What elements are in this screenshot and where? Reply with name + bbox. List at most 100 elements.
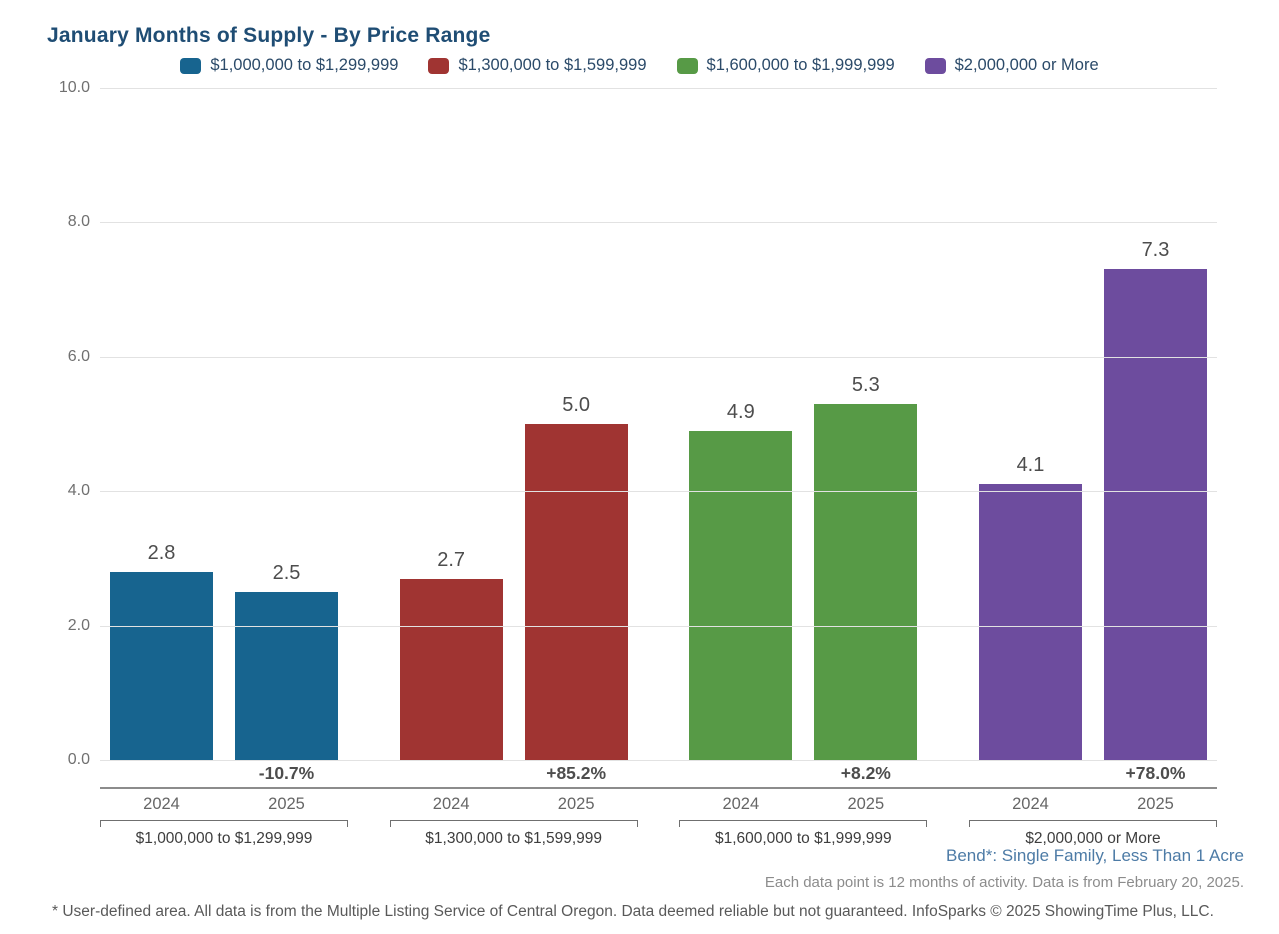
gridline-0.0 xyxy=(100,760,1217,761)
area-note: Bend*: Single Family, Less Than 1 Acre xyxy=(946,846,1244,865)
year-slot: 2024 2025 xyxy=(679,795,927,814)
percent-slot: +8.2% xyxy=(679,763,927,784)
legend-item-label: $1,300,000 to $1,599,999 xyxy=(458,56,647,74)
bar-2025-group-2[interactable] xyxy=(814,403,918,760)
percent-slot: -10.7% xyxy=(100,763,348,784)
percent-spacer xyxy=(110,763,213,784)
price-range-label: $1,600,000 to $1,999,999 xyxy=(714,830,892,847)
bar-column: 4.1 xyxy=(978,454,1082,760)
bar-value-label: 4.1 xyxy=(1016,454,1045,477)
legend-item-0[interactable]: $1,000,000 to $1,299,999 xyxy=(180,56,398,75)
legend-swatch-icon xyxy=(180,57,202,74)
bar-2024-group-3[interactable] xyxy=(978,484,1082,760)
bar-group-2: 4.9 5.3 xyxy=(679,374,927,760)
bar-column: 7.3 xyxy=(1103,239,1207,760)
year-slot: 2024 2025 xyxy=(969,795,1217,814)
chart-title: January Months of Supply - By Price Rang… xyxy=(47,24,491,47)
group-bracket xyxy=(968,820,1217,827)
bar-2025-group-0[interactable] xyxy=(235,592,338,760)
year-slot: 2024 2025 xyxy=(390,795,638,814)
y-axis-tick-label: 2.0 xyxy=(67,616,90,634)
price-range-label: $1,300,000 to $1,599,999 xyxy=(425,830,602,847)
year-label-row: 2024 2025 2024 2025 2024 2025 2024 2025 xyxy=(100,789,1217,820)
group-bracket xyxy=(679,820,928,827)
bar-group-0: 2.8 2.5 xyxy=(100,542,348,760)
y-axis-tick-label: 4.0 xyxy=(67,482,90,500)
bar-2025-group-1[interactable] xyxy=(524,424,628,760)
bar-column: 2.7 xyxy=(399,549,503,760)
bar-column: 2.8 xyxy=(110,542,213,760)
x-axis-year-label: 2024 xyxy=(143,795,180,813)
y-axis-tick-label: 10.0 xyxy=(58,79,90,96)
legend-item-label: $1,000,000 to $1,299,999 xyxy=(210,56,399,74)
group-bracket xyxy=(100,820,348,827)
x-axis-year-label: 2025 xyxy=(557,795,595,813)
legend-item-1[interactable]: $1,300,000 to $1,599,999 xyxy=(428,56,647,75)
y-axis-tick-label: 8.0 xyxy=(67,213,90,231)
percent-change-label: +8.2% xyxy=(840,763,891,783)
plot-area: 2.8 2.5 2.7 5.0 4.9 5.3 4.1 7.3 0.0 2.0 4.0 6.0 8.0… xyxy=(59,79,1217,768)
legend-item-2[interactable]: $1,600,000 to $1,999,999 xyxy=(676,56,895,75)
price-range-group-slot: $2,000,000 or More xyxy=(968,820,1217,848)
price-range-label: $2,000,000 or More xyxy=(1025,830,1161,847)
x-axis-year-label: 2024 xyxy=(1012,795,1049,813)
bar-2024-group-2[interactable] xyxy=(689,430,793,760)
percent-spacer xyxy=(400,763,503,784)
gridline-8.0 xyxy=(100,222,1217,224)
percent-spacer xyxy=(979,763,1082,784)
chart-notes: Bend*: Single Family, Less Than 1 Acre E… xyxy=(765,846,1244,891)
bar-value-label: 7.3 xyxy=(1141,239,1170,262)
legend: $1,000,000 to $1,299,999 $1,300,000 to $1… xyxy=(0,56,1279,75)
gridline-2.0 xyxy=(100,625,1217,627)
percent-change-label: +85.2% xyxy=(546,763,607,783)
price-range-group-slot: $1,600,000 to $1,999,999 xyxy=(679,820,928,848)
footer-disclaimer: * User-defined area. All data is from th… xyxy=(52,903,1214,920)
legend-item-label: $2,000,000 or More xyxy=(954,56,1099,74)
legend-item-3[interactable]: $2,000,000 or More xyxy=(924,56,1099,75)
percent-spacer xyxy=(689,763,792,784)
data-note: Each data point is 12 months of activity… xyxy=(764,874,1244,891)
bar-column: 5.0 xyxy=(524,394,628,760)
price-range-group-slot: $1,300,000 to $1,599,999 xyxy=(389,820,638,848)
gridline-4.0 xyxy=(100,491,1217,493)
group-bracket xyxy=(389,820,638,827)
y-axis-tick-label: 0.0 xyxy=(67,751,90,768)
legend-swatch-icon xyxy=(924,57,946,74)
percent-slot: +85.2% xyxy=(390,763,638,784)
x-axis-year-label: 2025 xyxy=(847,795,885,813)
gridline-10.0 xyxy=(100,88,1217,89)
chart-area: 2.8 2.5 2.7 5.0 4.9 5.3 4.1 7.3 0.0 2.0 4.0 6.0 8.0… xyxy=(59,79,1217,848)
legend-swatch-icon xyxy=(428,57,450,74)
price-range-label: $1,000,000 to $1,299,999 xyxy=(135,830,313,847)
x-axis-year-label: 2024 xyxy=(432,795,470,813)
gridline-6.0 xyxy=(100,356,1217,358)
price-range-group-slot: $1,000,000 to $1,299,999 xyxy=(100,820,348,848)
bar-column: 2.5 xyxy=(235,562,338,760)
legend-item-label: $1,600,000 to $1,999,999 xyxy=(706,56,895,74)
x-axis-year-label: 2024 xyxy=(722,795,760,813)
percent-change-label: +78.0% xyxy=(1125,763,1186,783)
percent-slot: +78.0% xyxy=(969,763,1217,784)
bar-value-label: 2.7 xyxy=(437,548,466,571)
bar-2024-group-0[interactable] xyxy=(110,571,213,760)
group-bracket-row: $1,000,000 to $1,299,999 $1,300,000 to $1… xyxy=(100,820,1217,848)
bar-value-label: 4.9 xyxy=(726,400,755,423)
year-slot: 2024 2025 xyxy=(100,795,348,814)
x-axis-year-label: 2025 xyxy=(1137,795,1174,813)
bar-value-label: 2.8 xyxy=(147,541,176,564)
legend-swatch-icon xyxy=(676,57,698,74)
percent-change-label: -10.7% xyxy=(258,763,315,783)
x-axis-year-label: 2025 xyxy=(268,795,305,813)
bar-2025-group-3[interactable] xyxy=(1103,269,1207,760)
bar-value-label: 5.0 xyxy=(562,394,591,416)
y-axis-tick-label: 6.0 xyxy=(67,347,90,365)
bar-column: 5.3 xyxy=(814,374,918,760)
bar-column: 4.9 xyxy=(689,401,793,760)
bar-value-label: 5.3 xyxy=(851,373,880,396)
bar-group-1: 2.7 5.0 xyxy=(390,394,638,760)
x-axis-line xyxy=(100,787,1217,789)
bar-2024-group-1[interactable] xyxy=(399,578,503,760)
bar-group-3: 4.1 7.3 xyxy=(969,239,1217,760)
bar-value-label: 2.5 xyxy=(272,562,301,584)
